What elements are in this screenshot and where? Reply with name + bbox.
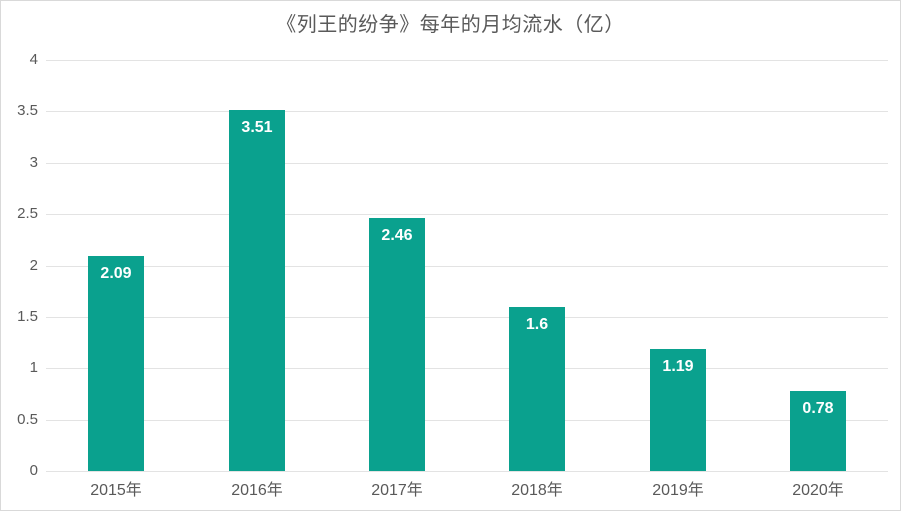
x-axis-label: 2017年	[371, 482, 423, 499]
gridline	[46, 420, 888, 421]
gridline	[46, 317, 888, 318]
y-axis-tick-label: 1	[29, 359, 38, 376]
y-axis-tick-label: 2.5	[17, 205, 38, 222]
bar-value-label: 3.51	[241, 119, 273, 136]
bar-value-label: 2.46	[381, 227, 413, 244]
x-axis-label: 2015年	[90, 482, 142, 499]
bar-value-label: 2.09	[100, 265, 132, 282]
bar-value-label: 1.6	[525, 316, 549, 333]
y-axis-tick-label: 0.5	[17, 411, 38, 428]
y-axis-tick-label: 3.5	[17, 102, 38, 119]
bar: 2.09	[88, 256, 144, 471]
bar-value-label: 1.19	[662, 358, 694, 375]
bar: 2.46	[369, 218, 425, 471]
gridline	[46, 266, 888, 267]
x-axis-label: 2019年	[652, 482, 704, 499]
y-axis-tick-label: 4	[29, 51, 38, 68]
bar: 0.78	[790, 391, 846, 471]
bar-value-label: 0.78	[802, 400, 834, 417]
gridline	[46, 163, 888, 164]
y-axis-tick-label: 2	[29, 257, 38, 274]
gridline	[46, 111, 888, 112]
gridline	[46, 471, 888, 472]
gridline	[46, 214, 888, 215]
x-axis-label: 2020年	[792, 482, 844, 499]
plot-area: 2.09 3.51 2.46 1.6 1.19 0.78	[46, 60, 888, 472]
bar: 1.6	[509, 307, 565, 471]
chart-title: 《列王的纷争》每年的月均流水（亿）	[276, 14, 625, 36]
y-axis-tick-label: 0	[29, 462, 38, 479]
x-axis-label: 2016年	[231, 482, 283, 499]
gridline	[46, 60, 888, 61]
bar: 3.51	[229, 110, 285, 471]
y-axis-tick-label: 1.5	[17, 308, 38, 325]
x-axis-label: 2018年	[511, 482, 563, 499]
y-axis-tick-label: 3	[29, 154, 38, 171]
gridline	[46, 368, 888, 369]
bar: 1.19	[650, 349, 706, 471]
